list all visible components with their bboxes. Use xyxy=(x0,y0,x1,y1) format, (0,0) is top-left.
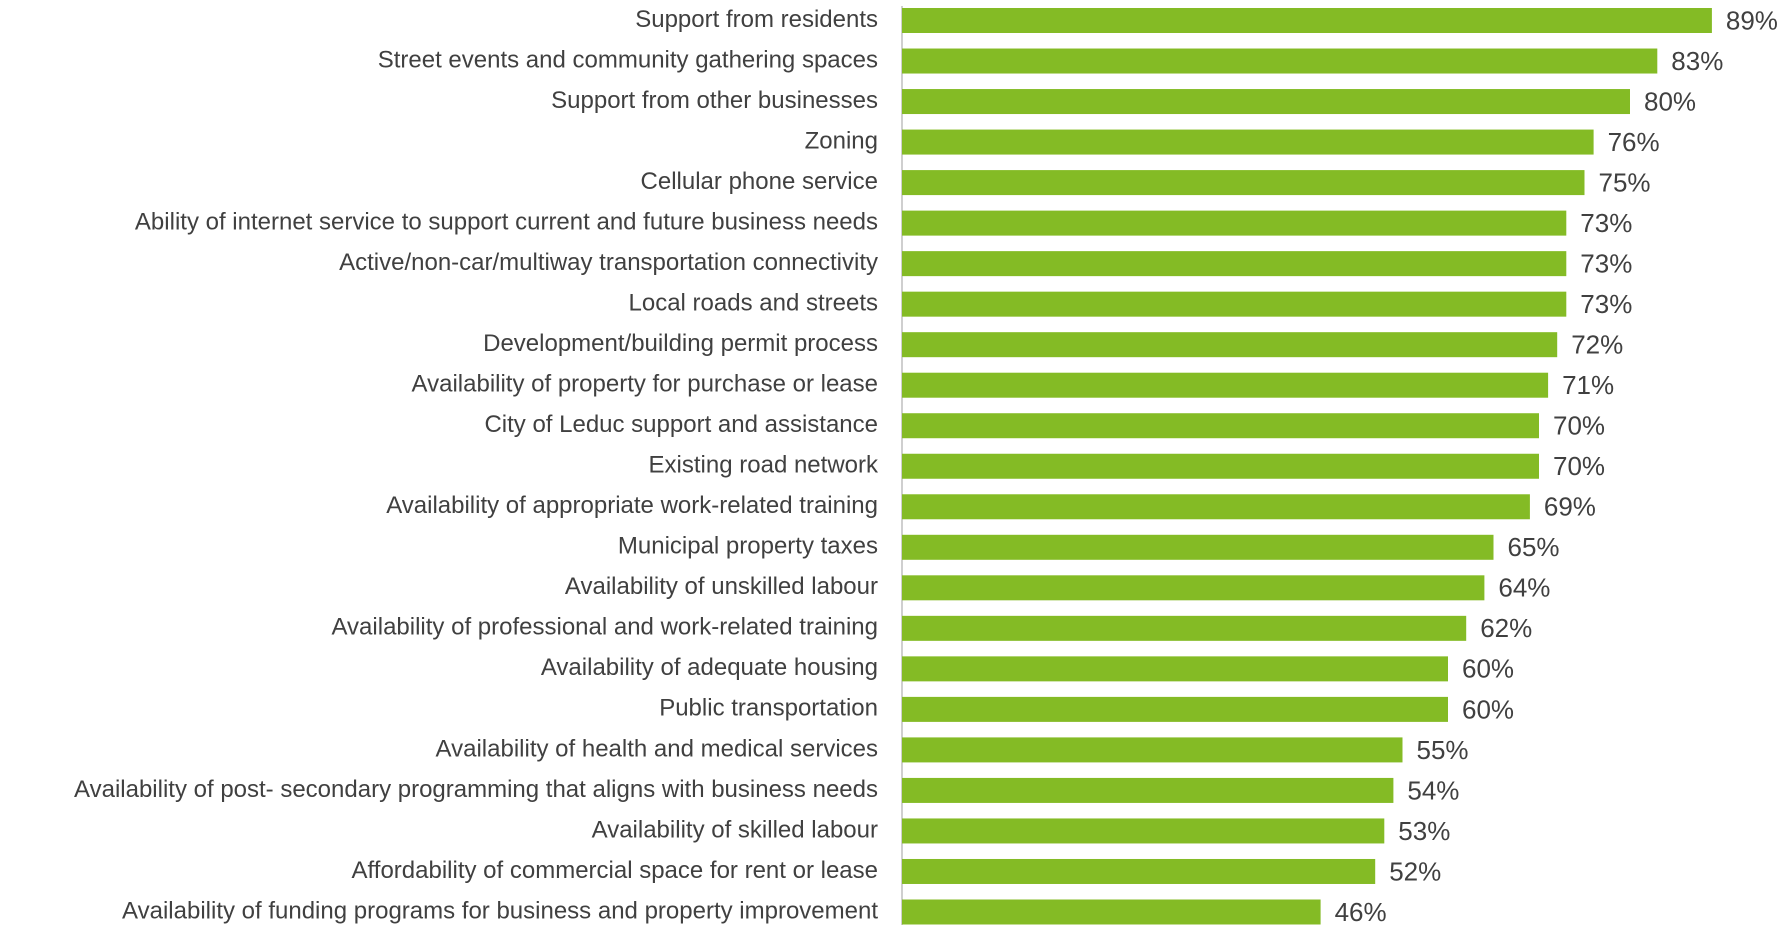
value-label: 73% xyxy=(1580,208,1632,238)
category-label: Availability of skilled labour xyxy=(592,816,878,843)
value-label: 69% xyxy=(1544,492,1596,522)
value-label: 83% xyxy=(1671,46,1723,76)
category-label: Availability of professional and work-re… xyxy=(331,614,878,641)
value-label: 62% xyxy=(1480,613,1532,643)
value-label: 89% xyxy=(1726,5,1778,35)
bar xyxy=(902,615,1467,641)
value-label: 70% xyxy=(1553,451,1605,481)
bar xyxy=(902,696,1448,722)
category-label: Availability of health and medical servi… xyxy=(436,735,878,762)
category-label: Availability of post- secondary programm… xyxy=(74,776,878,803)
bar xyxy=(902,170,1585,196)
category-label: Municipal property taxes xyxy=(618,533,878,560)
value-label: 46% xyxy=(1335,897,1387,927)
category-label: City of Leduc support and assistance xyxy=(484,411,878,438)
value-label: 73% xyxy=(1580,249,1632,279)
bar xyxy=(902,656,1448,682)
bar xyxy=(902,858,1376,884)
bar xyxy=(902,251,1567,277)
bar xyxy=(902,210,1567,236)
category-label: Support from other businesses xyxy=(551,87,878,114)
value-label: 72% xyxy=(1571,330,1623,360)
bar xyxy=(902,494,1530,520)
bar xyxy=(902,818,1385,844)
category-label: Local roads and streets xyxy=(629,290,878,317)
category-label: Availability of appropriate work-related… xyxy=(386,492,878,519)
value-label: 54% xyxy=(1407,775,1459,805)
bar xyxy=(902,777,1394,803)
bar xyxy=(902,575,1485,601)
value-label: 80% xyxy=(1644,86,1696,116)
value-label: 65% xyxy=(1508,532,1560,562)
value-label: 52% xyxy=(1389,856,1441,886)
bar xyxy=(902,372,1549,398)
category-label: Street events and community gathering sp… xyxy=(378,46,878,73)
value-label: 75% xyxy=(1599,167,1651,197)
category-label: Availability of unskilled labour xyxy=(565,573,878,600)
bar xyxy=(902,453,1539,479)
bar xyxy=(902,332,1558,358)
value-label: 71% xyxy=(1562,370,1614,400)
category-label: Development/building permit process xyxy=(483,330,878,357)
bar xyxy=(902,413,1539,439)
value-label: 73% xyxy=(1580,289,1632,319)
value-label: 55% xyxy=(1417,735,1469,765)
bar xyxy=(902,291,1567,317)
value-label: 53% xyxy=(1398,816,1450,846)
bar xyxy=(902,8,1712,33)
category-label: Active/non-car/multiway transportation c… xyxy=(339,249,878,276)
category-label: Availability of adequate housing xyxy=(541,654,878,681)
bar xyxy=(902,48,1658,74)
category-label: Availability of property for purchase or… xyxy=(412,371,878,398)
category-label: Ability of internet service to support c… xyxy=(135,208,878,235)
category-label: Affordability of commercial space for re… xyxy=(352,857,878,884)
bar xyxy=(902,899,1321,925)
value-label: 64% xyxy=(1498,573,1550,603)
bar xyxy=(902,534,1494,560)
value-label: 60% xyxy=(1462,694,1514,724)
category-label: Availability of funding programs for bus… xyxy=(122,897,878,924)
category-label: Cellular phone service xyxy=(641,168,878,195)
bar xyxy=(902,89,1630,115)
value-label: 70% xyxy=(1553,411,1605,441)
category-label: Public transportation xyxy=(659,695,878,722)
category-label: Zoning xyxy=(805,127,878,154)
bar xyxy=(902,737,1403,763)
category-label: Support from residents xyxy=(635,6,878,33)
value-label: 76% xyxy=(1608,127,1660,157)
bar xyxy=(902,129,1594,155)
value-label: 60% xyxy=(1462,654,1514,684)
category-label: Existing road network xyxy=(649,452,879,479)
